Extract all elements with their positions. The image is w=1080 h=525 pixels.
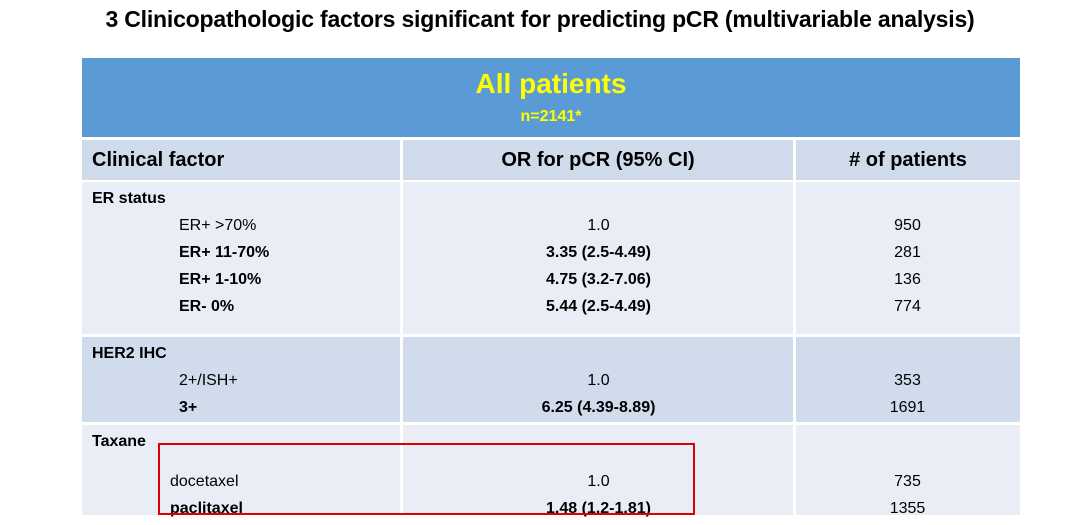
table-row: ER+ >70% 1.0 950: [82, 212, 1020, 239]
factor-cell: docetaxel: [170, 473, 239, 490]
banner-subtitle: n=2141*: [520, 108, 582, 125]
section-cell: [82, 182, 400, 334]
slide-title: 3 Clinicopathologic factors significant …: [105, 6, 975, 32]
patients-cell: 950: [894, 217, 921, 234]
section-cell: [796, 337, 1020, 422]
section-cell: [82, 337, 400, 422]
table-row: docetaxel 1.0 735: [82, 468, 1020, 495]
factor-cell: ER+ >70%: [179, 217, 257, 234]
section-cell: [403, 182, 793, 334]
section-cell: [403, 337, 793, 422]
or-cell: 1.0: [587, 217, 610, 234]
or-cell: 1.0: [587, 372, 610, 389]
patients-cell: 353: [894, 372, 921, 389]
factor-cell: ER- 0%: [179, 298, 235, 315]
table-row: ER+ 11-70% 3.35 (2.5-4.49) 281: [82, 239, 1020, 266]
factor-cell: 2+/ISH+: [179, 372, 238, 389]
section-cell: [796, 425, 1020, 515]
patients-cell: 1691: [889, 399, 926, 416]
section-label: Taxane: [92, 433, 146, 450]
factor-cell: ER+ 11-70%: [179, 244, 270, 261]
patients-cell: 136: [894, 271, 921, 288]
or-cell: 1.48 (1.2-1.81): [546, 500, 651, 517]
patients-cell: 281: [894, 244, 921, 261]
table-row: 3+ 6.25 (4.39-8.89) 1691: [82, 394, 1020, 421]
patients-cell: 735: [894, 473, 921, 490]
highlight-box: [158, 443, 695, 515]
section-cell: [403, 425, 793, 515]
or-cell: 4.75 (3.2-7.06): [546, 271, 651, 288]
factor-cell: paclitaxel: [170, 500, 243, 517]
or-cell: 5.44 (2.5-4.49): [546, 298, 651, 315]
or-cell: 1.0: [587, 473, 610, 490]
section-label: ER status: [92, 190, 166, 207]
or-cell: 3.35 (2.5-4.49): [546, 244, 651, 261]
or-cell: 6.25 (4.39-8.89): [541, 399, 656, 416]
table-banner: All patients n=2141*: [82, 58, 1020, 137]
table-row: ER- 0% 5.44 (2.5-4.49) 774: [82, 293, 1020, 320]
table-row: 2+/ISH+ 1.0 353: [82, 367, 1020, 394]
column-header-or: OR for pCR (95% CI): [403, 140, 793, 180]
section-cell: [82, 425, 400, 515]
table-row: paclitaxel 1.48 (1.2-1.81) 1355: [82, 495, 1020, 522]
patients-cell: 774: [894, 298, 921, 315]
patients-cell: 1355: [889, 500, 926, 517]
table-row: ER+ 1-10% 4.75 (3.2-7.06) 136: [82, 266, 1020, 293]
column-header-clinical-factor: Clinical factor: [82, 140, 400, 180]
factor-cell: ER+ 1-10%: [179, 271, 262, 288]
section-cell: [796, 182, 1020, 334]
column-header-patients: # of patients: [796, 140, 1020, 180]
section-label: HER2 IHC: [92, 345, 167, 362]
factor-cell: 3+: [179, 399, 198, 416]
banner-title: All patients: [475, 68, 627, 99]
